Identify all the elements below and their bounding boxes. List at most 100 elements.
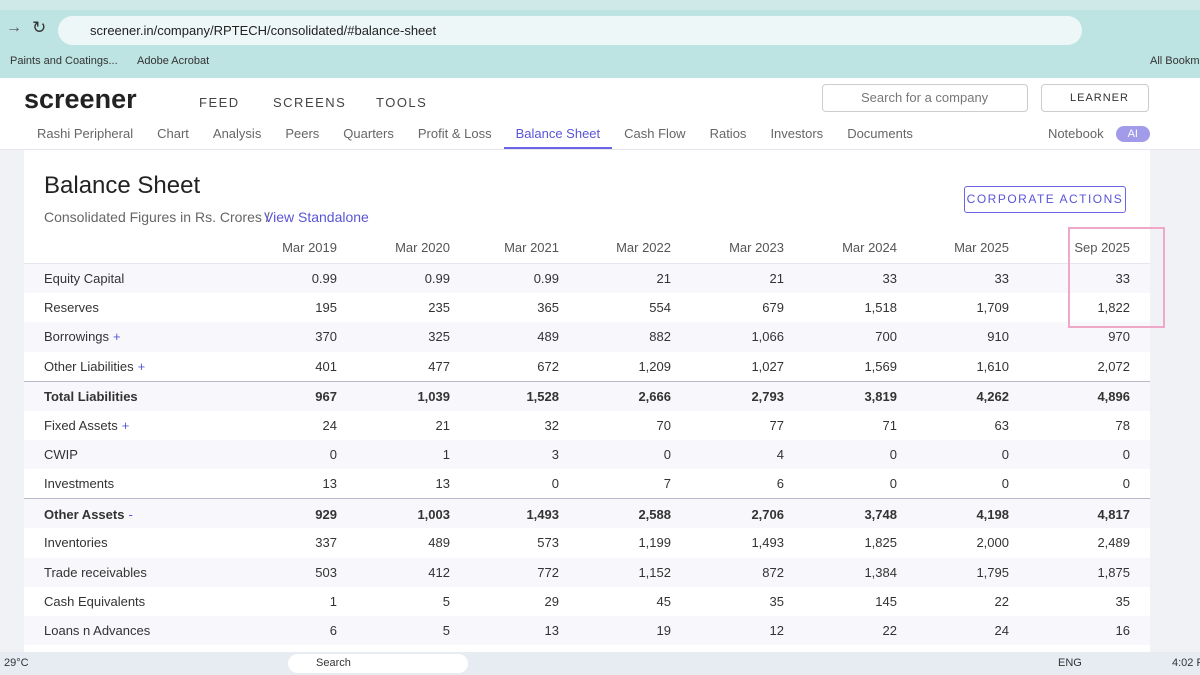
cell-value: 3,748 [864, 506, 897, 522]
cell-value: 1,825 [864, 535, 897, 551]
expand-toggle[interactable]: + [121, 417, 130, 433]
cell-value: 13 [322, 476, 337, 492]
expand-toggle[interactable]: + [113, 329, 121, 345]
cell-value: 2,706 [751, 506, 784, 522]
site-nav: screener FEED SCREENS TOOLS Search for a… [0, 78, 1200, 118]
cell-value: 401 [315, 358, 337, 374]
row-label: Total Liabilities [44, 389, 138, 404]
tab[interactable]: Ratios [709, 126, 747, 141]
nav-link[interactable]: SCREENS [273, 95, 347, 110]
tab[interactable]: Balance Sheet [503, 118, 613, 149]
cell-value: 929 [315, 506, 337, 522]
column-header: Mar 2024 [842, 240, 897, 255]
cell-value: 45 [656, 593, 671, 609]
cell-value: 19 [656, 623, 671, 639]
label-text: Other Liabilities [44, 358, 134, 374]
row-label: Reserves [44, 300, 99, 315]
row-label: Inventories [44, 535, 108, 550]
cell-value: 29 [544, 593, 559, 609]
cell-value: 0 [1001, 476, 1009, 492]
expand-toggle[interactable]: - [128, 506, 133, 522]
highlight-box [1068, 227, 1165, 328]
cell-value: 1,875 [1097, 564, 1130, 580]
forward-icon[interactable]: → [6, 19, 22, 36]
cell-value: 2,793 [751, 389, 784, 405]
header-rule [24, 263, 1150, 264]
tab[interactable]: Investors [770, 126, 824, 141]
tab[interactable]: Rashi Peripheral [37, 126, 134, 141]
expand-toggle[interactable]: + [137, 358, 146, 374]
cell-value: 24 [322, 417, 337, 433]
tab[interactable]: Quarters [343, 126, 394, 141]
table-row: Other Assets - 929 1,003 1,493 2,588 2,706 3,74… [24, 498, 1150, 529]
cell-value: 370 [315, 329, 337, 345]
cell-value: 0 [889, 447, 897, 463]
column-header: Mar 2023 [729, 240, 784, 255]
cell-value: 1,384 [864, 564, 897, 580]
url-field[interactable]: screener.in/company/RPTECH/consolidated/… [58, 16, 1082, 45]
table-row: Trade receivables 503 412 772 1,152 872 1,384 1… [24, 557, 1150, 587]
cell-value: 6 [329, 623, 337, 639]
tab[interactable]: Analysis [212, 126, 262, 141]
tab[interactable]: Documents [847, 126, 913, 141]
cell-value: 489 [428, 535, 450, 551]
row-label[interactable]: Other Assets - [44, 507, 133, 522]
cell-value: 0 [889, 476, 897, 492]
reload-icon[interactable]: ↻ [32, 18, 47, 37]
cell-value: 6 [776, 476, 784, 492]
cell-value: 679 [762, 300, 784, 316]
label-text: CWIP [44, 447, 78, 463]
all-bookmarks[interactable]: All Bookma [1150, 55, 1200, 67]
cell-value: 63 [994, 417, 1009, 433]
row-label: Loans n Advances [44, 623, 150, 638]
cell-value: 4,198 [976, 506, 1009, 522]
bookmark[interactable]: Adobe Acrobat [137, 55, 210, 67]
cell-value: 967 [315, 389, 337, 405]
row-label: Investments [44, 476, 114, 491]
cell-value: 1,209 [638, 358, 671, 374]
standalone-link[interactable]: View Standalone [264, 209, 369, 225]
taskbar-search[interactable]: Search [288, 654, 468, 673]
row-label[interactable]: Other Liabilities + [44, 359, 145, 374]
table-row: Cash Equivalents 1 5 29 45 35 145 22 35 [24, 586, 1150, 616]
table-row: Reserves 195 235 365 554 679 1,518 1,709 1,822 [24, 293, 1150, 323]
tab[interactable]: Profit & Loss [417, 126, 492, 141]
tab[interactable]: Cash Flow [624, 126, 686, 141]
cell-value: 0 [1001, 447, 1009, 463]
cell-value: 2,072 [1097, 358, 1130, 374]
cell-value: 0 [663, 447, 671, 463]
cell-value: 5 [442, 623, 450, 639]
logo[interactable]: screener [24, 84, 137, 114]
notebook-link[interactable]: Notebook [1047, 126, 1104, 141]
label-text: Loans n Advances [44, 623, 151, 639]
table-row: Total Liabilities 967 1,039 1,528 2,666 2,793… [24, 380, 1150, 411]
tab[interactable]: Chart [157, 126, 189, 141]
tab-strip [0, 0, 1200, 10]
tab[interactable]: Peers [285, 126, 320, 141]
label-text: Investments [44, 476, 115, 492]
language: ENG [1058, 657, 1082, 669]
weather: 29°C [4, 657, 29, 669]
cell-value: 1,709 [976, 300, 1009, 316]
nav-link[interactable]: TOOLS [376, 95, 428, 110]
user-menu[interactable]: LEARNER [1041, 84, 1149, 112]
corporate-actions-button[interactable]: CORPORATE ACTIONS [964, 186, 1126, 213]
cell-value: 573 [537, 535, 559, 551]
cell-value: 2,489 [1097, 535, 1130, 551]
cell-value: 0 [1122, 476, 1130, 492]
ai-button[interactable]: AI [1115, 125, 1150, 142]
bookmark[interactable]: Paints and Coatings... [10, 55, 118, 67]
cell-value: 1,152 [638, 564, 671, 580]
row-label[interactable]: Borrowings + [44, 329, 121, 344]
cell-value: 0.99 [533, 271, 559, 287]
search-box[interactable]: Search for a company [822, 84, 1028, 112]
cell-value: 33 [994, 271, 1009, 287]
cell-value: 1,569 [864, 358, 897, 374]
cell-value: 21 [769, 271, 784, 287]
nav-link[interactable]: FEED [199, 95, 240, 110]
table-row: Other Liabilities +401 477 672 1,209 1,027 1,5… [24, 351, 1150, 381]
cell-value: 16 [1115, 623, 1130, 639]
row-label[interactable]: Fixed Assets + [44, 418, 129, 433]
column-header: Sep 2025 [1074, 240, 1130, 255]
section-tabs: Rashi Peripheral Chart Analysis Peers Quarte… [0, 118, 1200, 150]
